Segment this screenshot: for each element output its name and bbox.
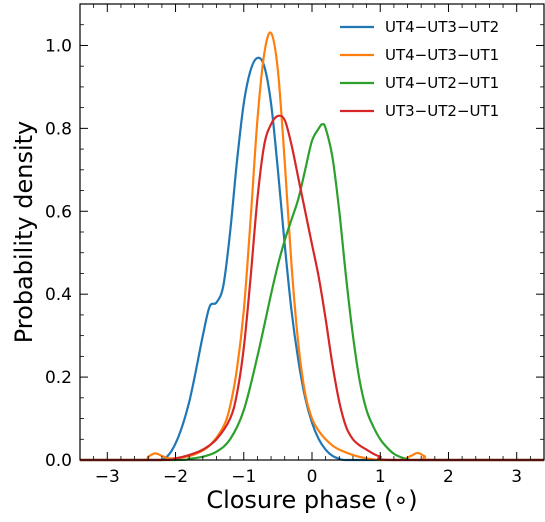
y-tick-label: 0.2 xyxy=(45,368,72,388)
series-line-3 xyxy=(79,122,544,462)
x-tick-label: 0 xyxy=(307,467,318,487)
y-tick-label: 0.0 xyxy=(45,451,72,471)
legend-label-1: UT4−UT3−UT2 xyxy=(385,18,499,36)
legend-label-2: UT4−UT3−UT1 xyxy=(385,46,499,64)
x-tick-label: −1 xyxy=(231,467,256,487)
series-line-1 xyxy=(79,56,544,462)
legend: UT4−UT3−UT2 UT4−UT3−UT1 UT4−UT2−UT1 UT3−UT2… xyxy=(340,18,499,120)
x-tick-label: 1 xyxy=(375,467,386,487)
legend-label-4: UT3−UT2−UT1 xyxy=(385,102,499,120)
x-tick-label: 3 xyxy=(511,467,522,487)
x-tick-label: −3 xyxy=(95,467,120,487)
ticks-layer: −3 −2 −1 0 1 2 3 0.0 0.2 0.4 0.6 0.8 1.0 xyxy=(45,3,545,487)
y-tick-label: 0.8 xyxy=(45,119,72,139)
y-axis-label: Probability density xyxy=(10,121,38,344)
series-layer xyxy=(79,31,544,462)
y-tick-label: 0.4 xyxy=(45,285,72,305)
x-axis-label: Closure phase (∘) xyxy=(206,486,417,514)
x-tick-label: 2 xyxy=(443,467,454,487)
y-tick-label: 1.0 xyxy=(45,36,72,56)
legend-label-3: UT4−UT2−UT1 xyxy=(385,74,499,92)
series-line-4 xyxy=(79,114,544,462)
x-tick-label: −2 xyxy=(163,467,188,487)
y-tick-label: 0.6 xyxy=(45,202,72,222)
